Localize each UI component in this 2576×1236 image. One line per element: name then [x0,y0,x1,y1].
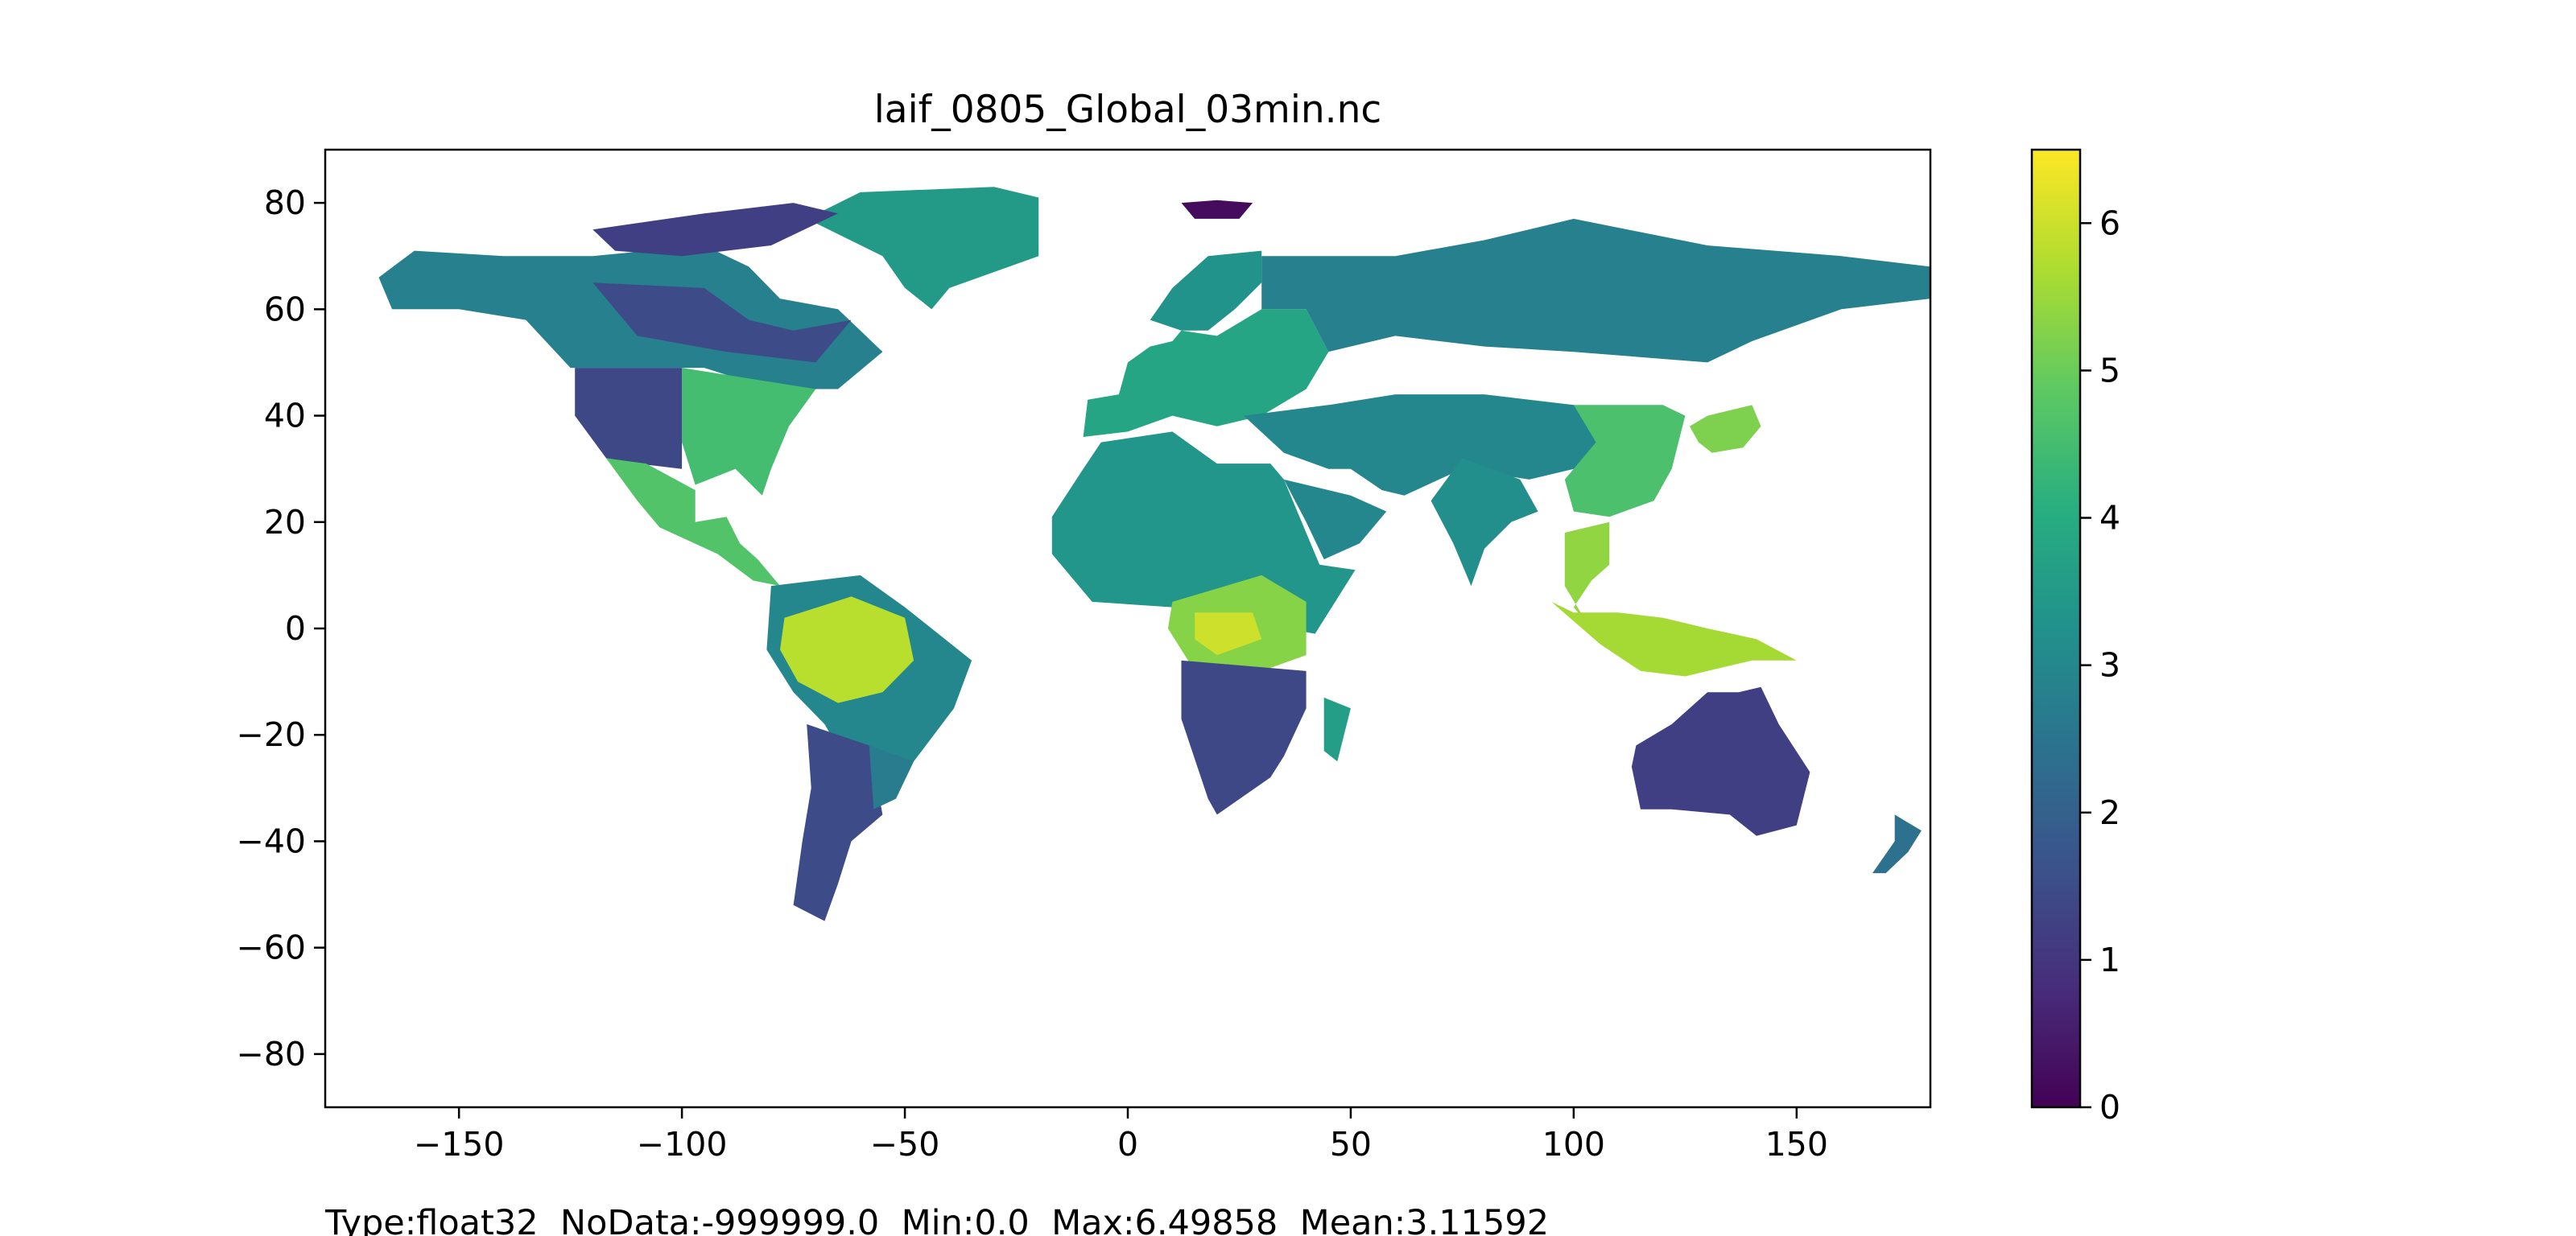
region-greenland [807,187,1039,310]
region-africa-south [1181,660,1307,815]
land-layer [378,187,1930,921]
y-tick-label: 40 [264,397,306,435]
region-indonesia [1551,601,1797,677]
colorbar-tick-label: 6 [2099,204,2120,242]
raster-stats: Type:float32 NoData:-999999.0 Min:0.0 Ma… [324,1203,1549,1236]
region-africa-north [1051,431,1356,634]
x-tick-label: 0 [1117,1125,1138,1164]
colorbar-tick-label: 2 [2099,793,2120,832]
region-new-zealand [1872,814,1922,874]
y-tick-label: −80 [236,1035,306,1073]
region-amazon [780,596,914,703]
region-congo-basin [1195,612,1262,656]
y-tick-label: −20 [236,715,306,754]
colorbar-tick-label: 0 [2099,1088,2120,1127]
colorbar-frame [2030,148,2082,1109]
x-axis: −150 −100 −50 0 50 100 150 [414,1107,1828,1164]
region-scandinavia [1150,250,1262,331]
y-tick-label: −60 [236,929,306,967]
region-canada-shield [592,282,852,363]
region-australia [1631,686,1810,836]
x-tick-label: 150 [1765,1125,1828,1164]
region-india [1430,458,1538,587]
x-tick-label: −50 [870,1125,940,1164]
region-korea-japan [1689,405,1761,453]
region-china-east [1564,405,1686,517]
x-tick-label: 50 [1330,1125,1372,1164]
region-arabia [1283,479,1387,560]
region-canadian-arctic-islands [592,203,838,257]
x-tick-label: −100 [637,1125,728,1164]
y-tick-label: 60 [264,290,306,328]
region-europe [1083,309,1329,437]
colorbar-gradient [2032,150,2080,1107]
colorbar-axis: 0 1 2 3 4 5 6 [2080,204,2120,1127]
region-usa-west [575,368,683,469]
region-mexico-central-america [606,458,780,587]
colorbar-tick-label: 1 [2099,941,2120,979]
y-tick-label: 80 [264,183,306,222]
y-tick-label: −40 [236,822,306,860]
x-tick-label: −150 [414,1125,505,1164]
region-madagascar [1323,697,1351,762]
region-svalbard [1181,200,1253,219]
y-axis: 80 60 40 20 0 −20 −40 −60 −80 [236,183,325,1073]
colorbar-tick-label: 3 [2099,646,2120,685]
region-usa-east [682,368,816,496]
x-tick-label: 100 [1542,1125,1605,1164]
region-southeast-asia [1564,521,1610,624]
region-south-america-south [793,724,883,921]
y-tick-label: 20 [264,503,306,542]
region-south-america-southeast [869,745,914,810]
region-middle-east-central-asia [1244,394,1619,496]
y-tick-label: 0 [285,609,306,648]
map-title: laif_0805_Global_03min.nc [874,88,1382,132]
region-siberia [1261,218,1930,363]
colorbar-tick-label: 4 [2099,499,2120,538]
colorbar-tick-label: 5 [2099,351,2120,389]
